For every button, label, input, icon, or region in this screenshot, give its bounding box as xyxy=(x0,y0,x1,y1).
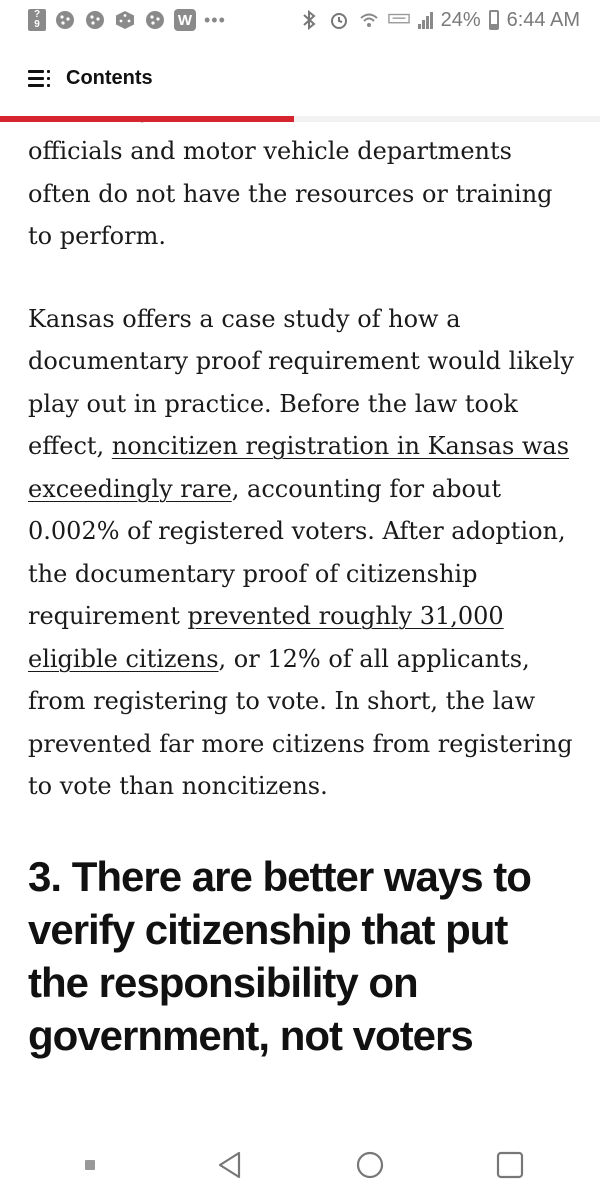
paragraph: inherently complex task, one that electi… xyxy=(28,106,576,258)
calendar-icon: ? 9 xyxy=(28,9,46,31)
calendar-icon-top: ? xyxy=(33,9,41,20)
system-status: 24% 6:44 AM xyxy=(298,9,580,32)
cookie-icon xyxy=(84,9,106,31)
contents-menu-icon[interactable] xyxy=(28,69,52,87)
overview-icon[interactable] xyxy=(485,1140,535,1190)
status-bar: ? 9 W ••• 24% xyxy=(0,0,600,40)
clock: 6:44 AM xyxy=(506,8,580,31)
article-body: inherently complex task, one that electi… xyxy=(28,106,576,1062)
small-square-icon[interactable] xyxy=(65,1140,115,1190)
link-prevented-citizens[interactable]: prevented roughly 31,000 eligible citize… xyxy=(28,602,504,673)
paragraph-text: , or 12% of all applicants, from registe… xyxy=(28,644,573,801)
paragraph-text: officials and motor vehicle departments … xyxy=(28,137,553,250)
alarm-icon xyxy=(328,9,350,31)
bluetooth-icon xyxy=(298,9,320,31)
wifi-icon xyxy=(358,9,380,31)
paragraph-text: Kansas offers a case study of how a docu… xyxy=(28,304,574,461)
battery-percent: 24% xyxy=(440,8,481,31)
more-dots-icon: ••• xyxy=(204,9,226,30)
link-noncitizen-registration[interactable]: noncitizen registration in Kansas was ex… xyxy=(28,432,570,503)
network-type-icon xyxy=(387,9,410,31)
paragraph-kansas: Kansas offers a case study of how a docu… xyxy=(28,298,576,808)
wikipedia-icon: W xyxy=(174,9,196,31)
back-icon[interactable] xyxy=(205,1140,255,1190)
dice-icon xyxy=(114,9,136,31)
reading-progress-fill xyxy=(0,116,294,122)
home-icon[interactable] xyxy=(345,1140,395,1190)
section-heading: 3. There are better ways to verify citiz… xyxy=(28,852,532,1059)
app-header: Contents xyxy=(0,40,600,116)
cookie-icon xyxy=(144,9,166,31)
calendar-icon-date: 9 xyxy=(34,19,40,30)
navigation-bar xyxy=(0,1130,600,1200)
contents-button[interactable]: Contents xyxy=(66,66,153,89)
cookie-icon xyxy=(54,9,76,31)
paragraph-text: , accounting for about 0.002% of registe… xyxy=(28,474,566,631)
signal-icon xyxy=(417,11,433,29)
reading-progress-bar xyxy=(0,116,600,122)
notification-icons: ? 9 W ••• xyxy=(28,9,226,31)
battery-icon xyxy=(488,10,499,30)
